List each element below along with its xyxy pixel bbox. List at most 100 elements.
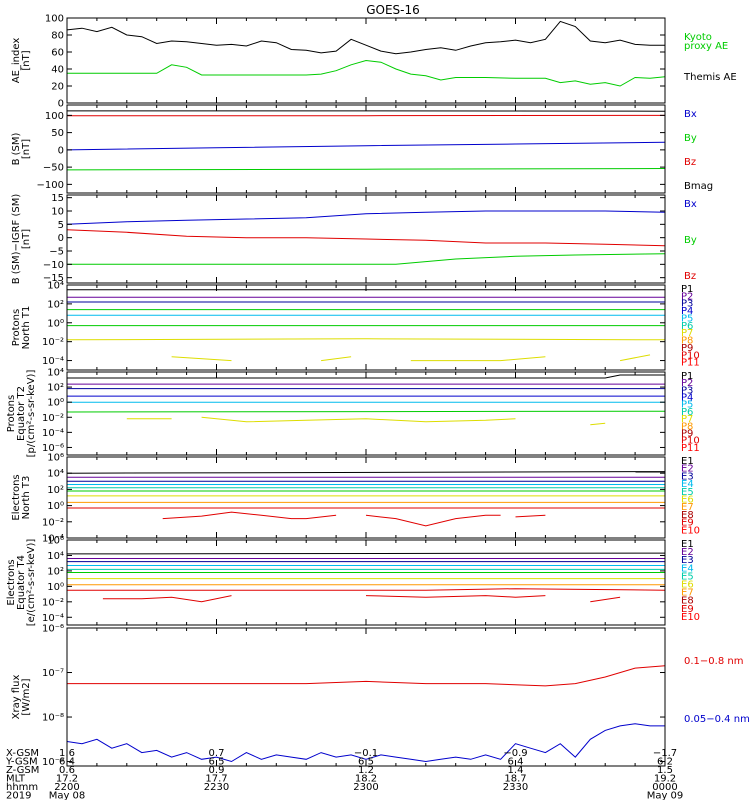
x-tick-value: 2200 <box>54 782 79 793</box>
series-line-0 <box>67 552 665 555</box>
channel-label: E4 <box>681 563 694 574</box>
series-group <box>67 665 665 763</box>
y-axis-label: North T1 <box>21 306 32 350</box>
y-axis-label: AE_index <box>11 38 22 84</box>
panel-frame <box>66 627 666 767</box>
x-tick-value: 17.7 <box>205 774 227 785</box>
series-line-0 <box>67 471 665 474</box>
channel-label: P3 <box>681 299 693 310</box>
x-tick-value: 1.5 <box>657 765 673 776</box>
legend-entry: Bz <box>684 271 696 282</box>
y-tick-label: 0 <box>58 233 64 244</box>
series-line-8 <box>201 416 516 423</box>
channel-label: P2 <box>681 291 693 302</box>
y-tick-label: 10² <box>47 485 64 496</box>
legend-entry: proxy AE <box>684 41 728 52</box>
y-tick-label: 80 <box>51 31 64 42</box>
channel-label: P6 <box>681 407 693 418</box>
channel-label: P9 <box>681 343 693 354</box>
y-tick-label: 0 <box>58 99 64 110</box>
x-tick-value: May 09 <box>647 791 684 800</box>
x-tick-value: 2230 <box>204 782 229 793</box>
y-tick-label: 15 <box>51 193 64 204</box>
legend-entry: 0.05−0.4 nm <box>684 714 750 725</box>
x-row-label: Y-GSM <box>5 757 38 768</box>
channel-label: P3 <box>681 385 693 396</box>
y-tick-label: 10⁻⁷ <box>42 668 64 679</box>
legend-entry: By <box>684 235 697 246</box>
legend-entry: Kyoto <box>684 32 712 43</box>
series-line-1 <box>67 229 665 247</box>
channel-label: P4 <box>681 393 693 404</box>
x-row-label: Z-GSM <box>6 765 39 776</box>
y-axis-label: Protons <box>6 395 17 432</box>
y-tick-label: 10⁰ <box>47 398 64 409</box>
series-line-6 <box>67 338 665 341</box>
channel-label: P9 <box>681 428 693 439</box>
y-tick-label: 10⁻² <box>42 517 64 528</box>
series-line-0 <box>67 20 665 55</box>
channel-label: P8 <box>681 336 693 347</box>
series-line-9 <box>102 595 232 603</box>
series-line-2 <box>67 253 665 265</box>
x-tick-value: 18.7 <box>504 774 526 785</box>
series-line-0 <box>67 665 665 687</box>
channel-label: E7 <box>681 588 694 599</box>
x-tick-value: 17.2 <box>56 774 78 785</box>
x-tick-value: 0.6 <box>59 765 75 776</box>
channel-label: E9 <box>681 604 694 615</box>
channel-label: E8 <box>681 510 694 521</box>
series-group <box>67 210 665 265</box>
y-axis-label: B (SM) <box>11 132 22 165</box>
channel-label: P1 <box>681 371 693 382</box>
y-axis-label: [W/m2] <box>21 678 32 715</box>
series-line-7 <box>171 356 232 362</box>
y-axis-label: North T3 <box>21 476 32 520</box>
x-tick-value: 0.9 <box>209 765 225 776</box>
y-tick-label: 10⁻² <box>42 413 64 424</box>
channel-label: P10 <box>681 350 700 361</box>
x-tick-value: 19.2 <box>654 774 676 785</box>
y-tick-label: 60 <box>51 48 64 59</box>
x-tick-value: 18.2 <box>355 774 377 785</box>
y-tick-label: 10 <box>51 207 64 218</box>
series-line-10 <box>620 354 651 362</box>
panel-b_sm_igrf: −15 −10 −5 0 5 10 15 B (SM)−IGRF (SM) [nT] Bx By Bz <box>11 193 697 284</box>
channel-label: P6 <box>681 321 693 332</box>
y-tick-label: 10⁰ <box>47 501 64 512</box>
channel-label: E5 <box>681 487 694 498</box>
series-line-10 <box>365 595 546 598</box>
x-axis-table: X-GSMY-GSMZ-GSMMLThhmm20191.66.40.617.22… <box>5 748 683 800</box>
channel-label: E10 <box>681 525 700 536</box>
channel-label: E6 <box>681 580 694 591</box>
series-group <box>67 289 665 362</box>
y-tick-label: 10⁻⁴ <box>42 613 64 624</box>
x-row-label: X-GSM <box>6 748 39 759</box>
y-tick-label: 10⁶ <box>47 453 64 464</box>
series-line-9 <box>590 422 606 426</box>
y-tick-label: 10² <box>47 566 64 577</box>
channel-label: P5 <box>681 313 693 324</box>
series-line-8 <box>67 588 665 591</box>
y-tick-label: 10⁻⁴ <box>42 534 64 545</box>
y-axis-label: [e/(cm²-s-sr-keV)] <box>26 539 37 627</box>
channel-label: P2 <box>681 378 693 389</box>
channel-label: P7 <box>681 328 693 339</box>
y-axis-label: [p/(cm²-s-sr-keV)] <box>26 370 37 458</box>
channel-label: E8 <box>681 596 694 607</box>
series-line-3 <box>67 168 665 171</box>
y-tick-label: 10⁴ <box>47 281 64 292</box>
x-tick-value: 1.2 <box>358 765 374 776</box>
y-tick-label: 10⁻⁶ <box>42 624 64 635</box>
x-tick-value: −1.7 <box>653 748 677 759</box>
x-tick-value: 6.5 <box>358 757 374 768</box>
y-tick-label: 10⁻⁶ <box>42 443 64 454</box>
y-tick-label: 10⁻⁴ <box>42 428 64 439</box>
channel-label: E9 <box>681 518 694 529</box>
series-group <box>67 374 665 426</box>
series-line-11 <box>515 514 546 518</box>
x-tick-value: −0.1 <box>354 748 378 759</box>
y-axis-label: B (SM)−IGRF (SM) <box>11 194 22 285</box>
